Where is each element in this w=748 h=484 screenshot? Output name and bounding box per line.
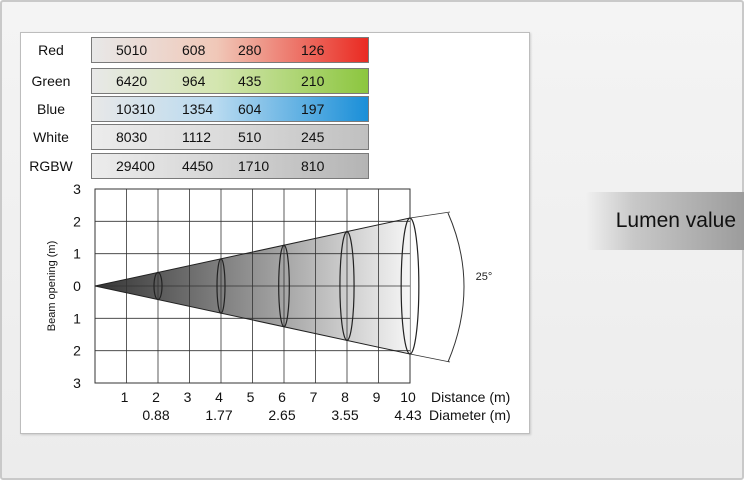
distance-tick-label: 8 <box>341 389 349 405</box>
beam-edge-bottom <box>94 285 411 355</box>
lumen-bar-rgbw: 29400 4450 1710 810 <box>91 153 369 179</box>
lumen-value-tab[interactable]: Lumen value <box>586 192 744 250</box>
lumen-bar-green: 6420 964 435 210 <box>91 68 369 94</box>
lumen-value-cell: 810 <box>301 158 325 174</box>
lumen-value-cell: 8030 <box>116 129 148 145</box>
lumen-value-cell: 1354 <box>182 101 214 117</box>
y-tick-label: 2 <box>73 213 81 229</box>
distance-tick-label: 4 <box>215 389 223 405</box>
y-tick-label: 3 <box>73 375 81 391</box>
distance-tick-label: 2 <box>152 389 160 405</box>
beam-spec-panel: Red 5010 608 280 126 Green 6420 964 435 210 Blue 10… <box>20 32 530 434</box>
diameter-axis-label: Diameter (m) <box>429 407 511 423</box>
row-label-green: Green <box>31 73 71 89</box>
y-tick-label: 2 <box>73 343 81 359</box>
lumen-value-cell: 126 <box>301 42 325 58</box>
lumen-value-cell: 1710 <box>238 158 270 174</box>
diameter-tick-label: 2.65 <box>268 407 295 423</box>
lumen-bar-red: 5010 608 280 126 <box>91 37 369 63</box>
lumen-value-cell: 280 <box>238 42 262 58</box>
row-label-white: White <box>33 129 69 145</box>
y-axis-label: Beam opening (m) <box>46 241 58 332</box>
beam-cross-section <box>216 258 226 314</box>
beam-angle-label: 25° <box>476 271 493 283</box>
row-label-red: Red <box>38 42 64 58</box>
distance-axis-label: Distance (m) <box>431 389 510 405</box>
distance-tick-label: 5 <box>247 389 255 405</box>
row-label-blue: Blue <box>36 101 66 117</box>
distance-tick-label: 1 <box>121 389 129 405</box>
y-tick-label: 3 <box>73 181 81 197</box>
lumen-value-cell: 510 <box>238 129 262 145</box>
lumen-value-cell: 1112 <box>182 129 212 145</box>
lumen-value-cell: 4450 <box>182 158 214 174</box>
lumen-value-cell: 210 <box>301 73 325 89</box>
y-tick-label: 0 <box>73 278 81 294</box>
row-label-rgbw: RGBW <box>29 158 73 174</box>
lumen-value-cell: 608 <box>182 42 206 58</box>
lumen-value-cell: 245 <box>301 129 325 145</box>
beam-cross-section <box>153 271 163 301</box>
beam-angle-extension-bottom <box>409 353 451 363</box>
distance-tick-label: 6 <box>278 389 286 405</box>
beam-angle-arc <box>447 212 465 363</box>
lumen-value-cell: 435 <box>238 73 262 89</box>
lumen-value-cell: 6420 <box>116 73 148 89</box>
distance-tick-label: 7 <box>310 389 318 405</box>
beam-cross-section <box>339 231 355 342</box>
diameter-tick-label: 0.88 <box>142 407 169 423</box>
beam-angle-extension-top <box>409 211 451 219</box>
lumen-value-cell: 964 <box>182 73 206 89</box>
y-tick-label: 1 <box>73 310 81 326</box>
lumen-value-cell: 29400 <box>116 158 155 174</box>
lumen-bar-blue: 10310 1354 604 197 <box>91 96 369 122</box>
lumen-value-cell: 604 <box>238 101 262 117</box>
lumen-value-cell: 10310 <box>116 101 155 117</box>
distance-tick-label: 10 <box>400 389 416 405</box>
lumen-bar-white: 8030 1112 510 245 <box>91 124 369 150</box>
lumen-value-label: Lumen value <box>615 209 736 232</box>
diameter-tick-label: 3.55 <box>331 407 358 423</box>
distance-tick-label: 3 <box>184 389 192 405</box>
beam-cross-section <box>278 244 290 328</box>
distance-tick-label: 9 <box>373 389 381 405</box>
lumen-value-cell: 5010 <box>116 42 148 58</box>
diameter-tick-label: 1.77 <box>205 407 232 423</box>
beam-edge-top <box>94 217 411 287</box>
y-tick-label: 1 <box>73 246 81 262</box>
lumen-value-cell: 197 <box>301 101 325 117</box>
diameter-tick-label: 4.43 <box>394 407 421 423</box>
